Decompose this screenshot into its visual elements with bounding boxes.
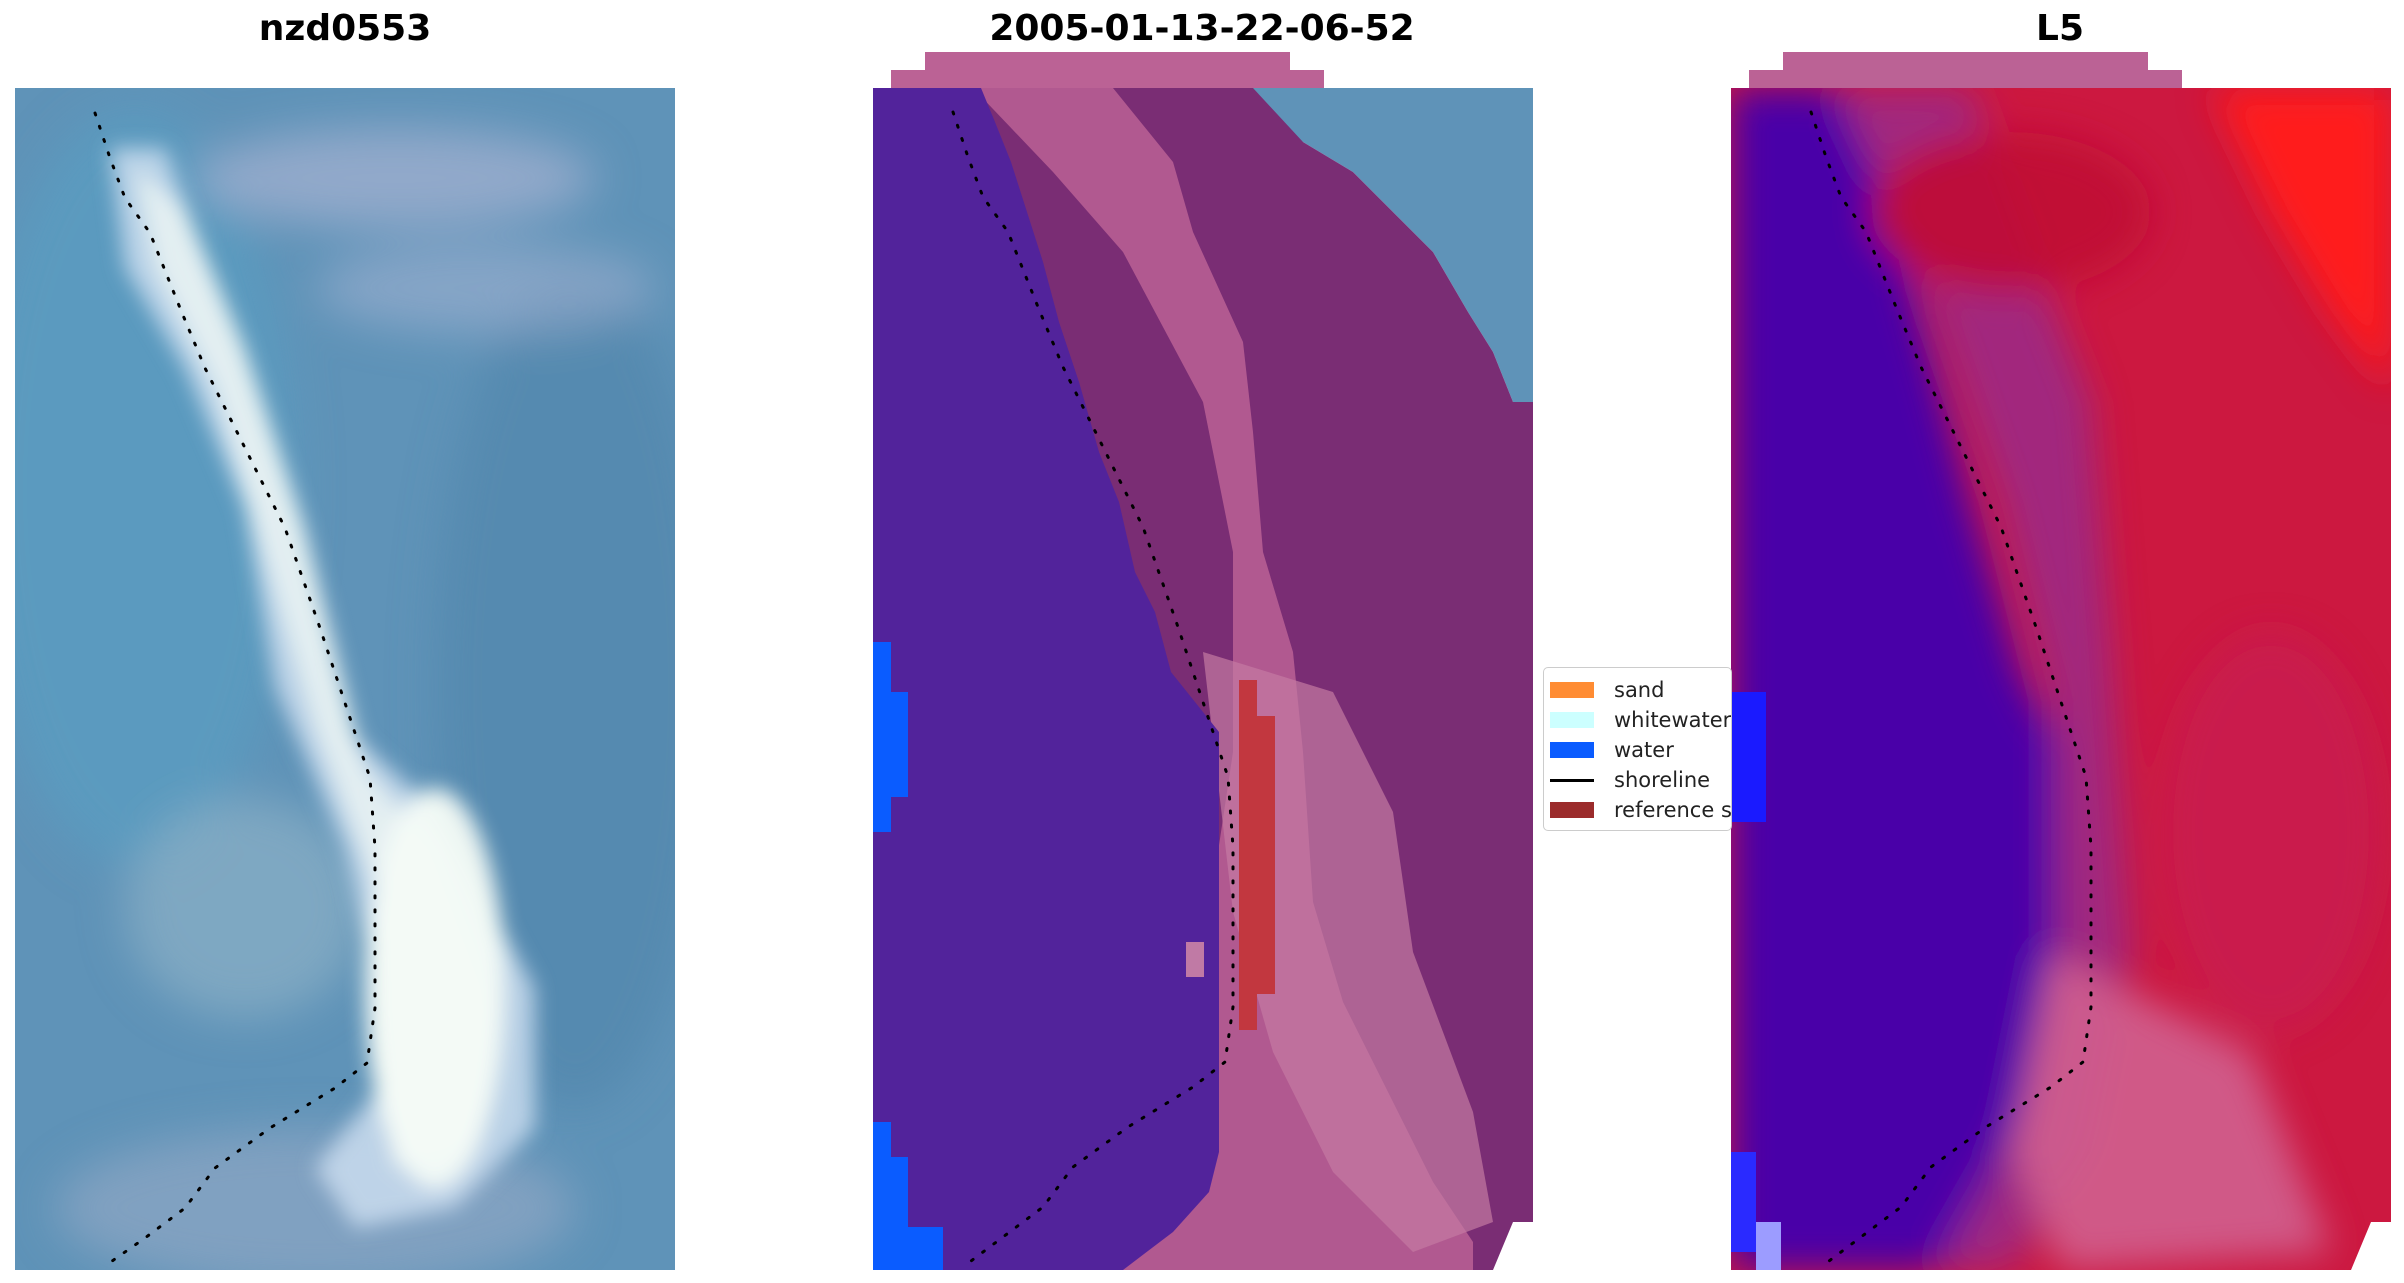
- legend-item-water: water: [1550, 737, 1674, 763]
- legend-label: reference sl: [1614, 798, 1732, 822]
- legend-label: water: [1614, 738, 1674, 762]
- rgb-image-panel: [15, 88, 675, 1270]
- classification-panel: [873, 52, 1533, 1270]
- reference-shoreline-swatch: [1550, 802, 1594, 818]
- shoreline-line-swatch: [1550, 778, 1594, 782]
- legend-item-sand: sand: [1550, 677, 1664, 703]
- legend-label: shoreline: [1614, 768, 1711, 792]
- legend-item-reference-shoreline: reference sl: [1550, 797, 1732, 823]
- legend-item-shoreline: shoreline: [1550, 767, 1710, 793]
- legend-item-whitewater: whitewater: [1550, 707, 1731, 733]
- index-panel: [1731, 52, 2391, 1270]
- legend-label: sand: [1614, 678, 1665, 702]
- water-swatch: [1550, 742, 1594, 758]
- classification-image: [873, 52, 1533, 1270]
- rgb-image: [15, 88, 675, 1270]
- sand-swatch: [1550, 682, 1594, 698]
- whitewater-swatch: [1550, 712, 1594, 728]
- legend: sand whitewater water shoreline referenc…: [1543, 667, 1732, 831]
- index-image: [1731, 52, 2391, 1270]
- legend-label: whitewater: [1614, 708, 1732, 732]
